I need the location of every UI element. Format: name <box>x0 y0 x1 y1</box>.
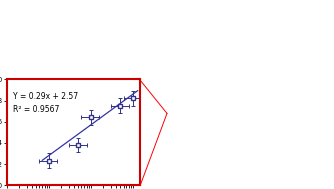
Text: R² = 0.9567: R² = 0.9567 <box>13 105 60 114</box>
Text: Y = 0.29x + 2.57: Y = 0.29x + 2.57 <box>13 92 78 101</box>
